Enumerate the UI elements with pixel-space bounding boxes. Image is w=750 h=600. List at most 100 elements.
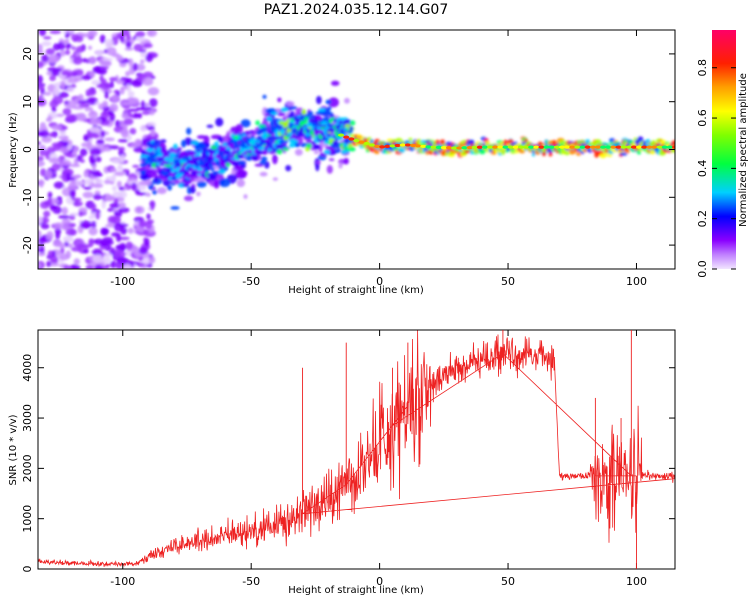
ridge-core-cell <box>646 145 653 149</box>
heatmap-cell <box>70 180 77 185</box>
snr-spikes <box>302 330 637 569</box>
heatmap-cell <box>95 156 102 163</box>
heatmap-cell <box>230 126 240 134</box>
heatmap-cell <box>38 215 43 225</box>
heatmap-cell <box>74 145 80 152</box>
heatmap-cell <box>121 112 129 120</box>
heatmap-cell <box>66 144 73 151</box>
heatmap-cell <box>95 50 104 56</box>
heatmap-cell <box>181 139 187 148</box>
ridge-core-cell <box>415 144 422 148</box>
heatmap-cell <box>101 78 107 83</box>
heatmap-cell <box>149 98 158 108</box>
ridge-core-cell <box>672 145 675 149</box>
heatmap-cell <box>89 56 97 65</box>
heatmap-cell <box>240 163 247 169</box>
heatmap-cell <box>191 174 199 179</box>
heatmap-cell <box>113 222 124 232</box>
heatmap-cell <box>265 139 271 143</box>
ridge-core-cell <box>492 145 499 149</box>
heatmap-cell <box>148 256 156 264</box>
heatmap-cell <box>121 101 131 106</box>
heatmap-cell <box>244 130 250 136</box>
snr-frame <box>37 329 676 570</box>
heatmap-cell <box>100 130 106 138</box>
heatmap-cell <box>61 218 71 226</box>
heatmap-cell <box>142 256 151 265</box>
heatmap-cell <box>47 191 53 199</box>
y-tick-label: 4000 <box>21 354 34 382</box>
heatmap-cell <box>214 141 219 147</box>
heatmap-cell <box>144 237 150 247</box>
ridge-core-cell <box>384 144 391 148</box>
heatmap-cell <box>72 56 83 65</box>
heatmap-cell <box>100 257 112 264</box>
heatmap-cell <box>62 235 74 243</box>
ridge-core-cell <box>507 145 514 149</box>
ridge-core-cell <box>348 137 355 141</box>
heatmap-cell <box>190 140 199 146</box>
heatmap-cell <box>82 181 92 185</box>
heatmap-cell <box>106 47 117 56</box>
heatmap-cell <box>279 139 285 145</box>
heatmap-cell <box>100 239 108 247</box>
heatmap-cell <box>143 173 149 179</box>
heatmap-cell <box>170 206 180 210</box>
heatmap-cell <box>104 137 115 142</box>
heatmap-cell <box>232 162 240 167</box>
heatmap-cell <box>47 67 59 72</box>
heatmap-cell <box>41 54 49 63</box>
heatmap-cell <box>69 190 76 199</box>
y-tick-label: 0 <box>21 146 34 153</box>
heatmap-cell <box>47 54 60 64</box>
heatmap-cell <box>347 142 353 149</box>
heatmap-cell <box>113 211 119 216</box>
colorbar-tick-label: 0.0 <box>696 260 709 278</box>
heatmap-cell <box>167 184 173 191</box>
heatmap-cell <box>240 119 251 128</box>
heatmap-cell <box>50 259 59 264</box>
heatmap-cell <box>196 135 207 140</box>
heatmap-cell <box>299 119 308 125</box>
ridge-core-cell <box>600 145 607 149</box>
heatmap-cell <box>83 136 90 142</box>
heatmap-cell <box>210 167 215 172</box>
heatmap-cell <box>439 139 446 145</box>
ridge-core-cell <box>661 145 668 149</box>
ridge-core-cell <box>636 145 643 149</box>
heatmap-cell <box>138 220 147 228</box>
heatmap-cell <box>260 156 268 162</box>
heatmap-cell <box>289 106 298 110</box>
x-tick-label: 0 <box>376 275 383 288</box>
heatmap-cell <box>88 238 94 247</box>
heatmap-cell <box>58 135 69 140</box>
heatmap-cell <box>337 136 343 141</box>
heatmap-cell <box>243 194 248 199</box>
ridge-core-cell <box>394 143 401 148</box>
heatmap-cell <box>316 95 322 105</box>
ridge-core-cell <box>610 145 617 149</box>
heatmap-cell <box>306 135 312 140</box>
heatmap-cell <box>325 146 332 151</box>
ridge-core-cell <box>456 146 463 150</box>
heatmap-cell <box>84 178 95 183</box>
heatmap-cell <box>51 107 56 112</box>
ridge-core-cell <box>625 145 632 149</box>
heatmap-cell <box>64 32 70 39</box>
heatmap-cell <box>210 145 218 150</box>
heatmap-cell <box>125 41 132 49</box>
heatmap-cell <box>125 70 131 77</box>
heatmap-cell <box>58 253 70 261</box>
heatmap-cell <box>127 133 132 142</box>
heatmap-cell <box>140 52 148 58</box>
heatmap-cell <box>300 142 308 148</box>
heatmap-cell <box>92 254 103 264</box>
ridge-core-cell <box>579 145 586 149</box>
heatmap-cell <box>326 165 333 174</box>
heatmap-cell <box>169 152 177 159</box>
heatmap-cell <box>278 120 286 126</box>
ridge-core-cell <box>471 145 478 149</box>
heatmap-cell <box>105 195 116 202</box>
ridge-core-cell <box>461 146 468 150</box>
heatmap-cell <box>147 87 160 96</box>
